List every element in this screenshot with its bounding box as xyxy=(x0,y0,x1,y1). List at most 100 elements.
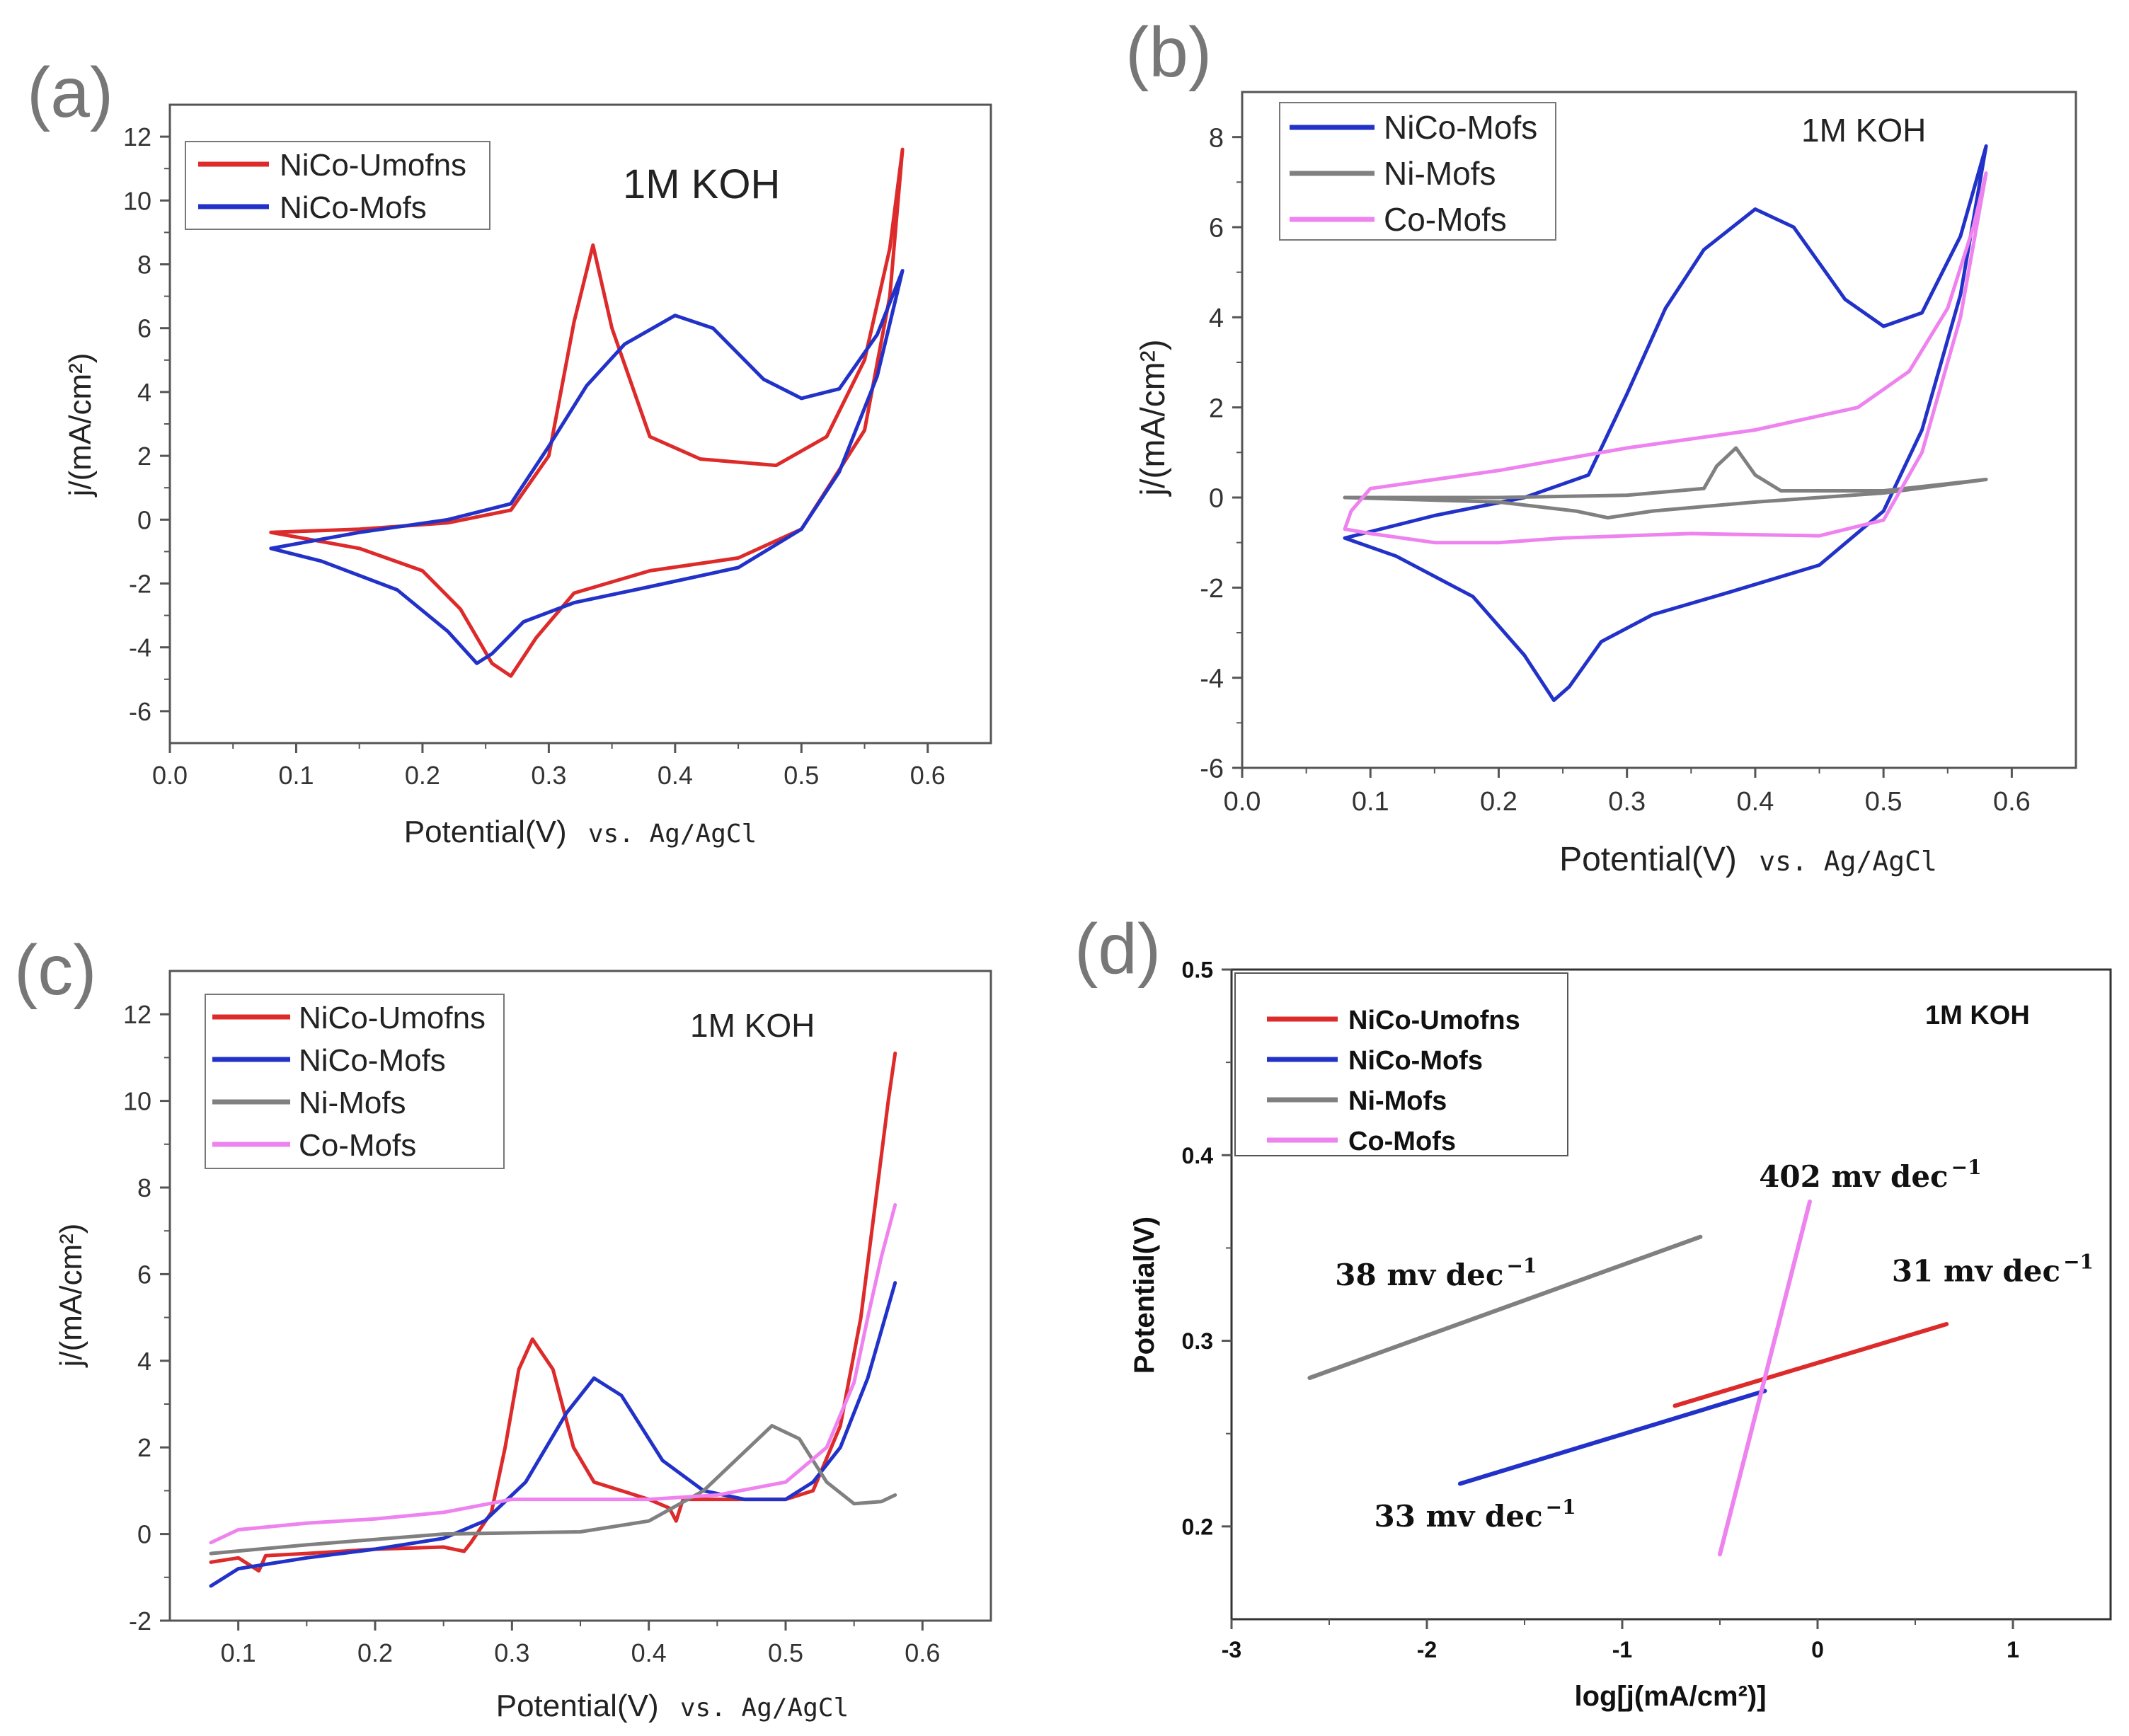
xtick-label-a-1: 0.1 xyxy=(278,761,314,790)
xlabel-c-ref: vs. Ag/AgCl xyxy=(680,1694,849,1723)
series-line-c-co-mofs xyxy=(209,1203,897,1545)
legend-label-d-1: NiCo-Mofs xyxy=(1348,1046,1483,1076)
series-line-b-ni-mofs xyxy=(1343,446,1988,520)
panel-c: (c) 0.1 0.2 0.3 0.4 0.5 0.6 -2 0 2 4 6 8 10 12 1M KOH… xyxy=(14,931,992,1723)
xtick-label-a-5: 0.5 xyxy=(784,761,819,790)
panel-label-b: (b) xyxy=(1125,13,1212,92)
ytick-label-a-2: -2 xyxy=(129,569,151,598)
legend-d xyxy=(1234,972,1568,1156)
plot-frame-b xyxy=(1241,91,2077,769)
legend-label-d-0: NiCo-Umofns xyxy=(1348,1006,1520,1035)
series-d xyxy=(1307,1199,1949,1557)
ytick-label-b-0: -6 xyxy=(1200,754,1224,784)
panel-a: (a) 0.0 0.1 0.2 0.3 0.4 0.5 0.6 -6 -4 -2 0 2 4 6 8 10 12… xyxy=(27,53,992,849)
ytick-label-c-3: 4 xyxy=(137,1347,151,1376)
series-line-d-ni-mofs xyxy=(1307,1234,1703,1380)
ytick-label-b-3: 0 xyxy=(1209,484,1224,514)
ticks-a: 0.0 0.1 0.2 0.3 0.4 0.5 0.6 -6 -4 -2 0 2 4 6 8 10 12 xyxy=(123,122,946,790)
series-line-d-nico-umofns xyxy=(1672,1322,1949,1408)
ytick-label-c-6: 10 xyxy=(123,1087,151,1116)
ylabel-d: Potential(V) xyxy=(1129,1217,1160,1374)
legend-label-d-3: Co-Mofs xyxy=(1348,1127,1456,1156)
legend-label-b-0: NiCo-Mofs xyxy=(1384,109,1537,146)
xlabel-b-main: Potential(V) xyxy=(1559,841,1737,878)
series-line-d-co-mofs xyxy=(1718,1199,1812,1557)
series-line-d-nico-mofs xyxy=(1457,1389,1767,1486)
xtick-label-c-4: 0.5 xyxy=(768,1638,803,1667)
legend-label-b-1: Ni-Mofs xyxy=(1384,155,1496,192)
panel-label-d: (d) xyxy=(1074,909,1161,989)
series-line-c-nico-mofs xyxy=(209,1281,897,1588)
legend-label-c-2: Ni-Mofs xyxy=(299,1086,406,1120)
legend-label-a-0: NiCo-Umofns xyxy=(280,148,466,183)
plot-frame-d xyxy=(1230,968,2112,1621)
xlabel-b: Potential(V) vs. Ag/AgCl xyxy=(1559,841,1937,878)
slope-label-1: 402 mv dec −1 xyxy=(1759,1156,1981,1194)
xtick-label-b-4: 0.4 xyxy=(1737,787,1774,817)
legend-label-a-1: NiCo-Mofs xyxy=(280,190,427,225)
xtick-label-b-2: 0.2 xyxy=(1480,787,1517,817)
series-line-b-nico-mofs xyxy=(1343,144,1988,702)
xlabel-c: Potential(V) vs. Ag/AgCl xyxy=(496,1689,849,1723)
xtick-label-d-3: 0 xyxy=(1811,1637,1824,1662)
ytick-label-a-0: -6 xyxy=(129,697,151,726)
series-a xyxy=(269,147,905,678)
xtick-label-c-1: 0.2 xyxy=(357,1638,393,1667)
xlabel-b-ref: vs. Ag/AgCl xyxy=(1759,846,1937,877)
xtick-label-a-3: 0.3 xyxy=(531,761,566,790)
xtick-label-c-2: 0.3 xyxy=(494,1638,529,1667)
ytick-label-a-6: 6 xyxy=(137,314,151,343)
ytick-label-b-4: 2 xyxy=(1209,393,1224,423)
slope-label-sup-1: −1 xyxy=(1951,1156,1982,1179)
ytick-label-b-2: -2 xyxy=(1200,574,1224,604)
ytick-label-c-2: 2 xyxy=(137,1433,151,1462)
xlabel-a-ref: vs. Ag/AgCl xyxy=(588,820,757,849)
xlabel-a-main: Potential(V) xyxy=(404,815,567,849)
xtick-label-c-0: 0.1 xyxy=(221,1638,256,1667)
ytick-label-c-7: 12 xyxy=(123,1000,151,1029)
series-line-c-ni-mofs xyxy=(209,1424,897,1556)
annotation-a: 1M KOH xyxy=(623,161,780,207)
legend-label-c-0: NiCo-Umofns xyxy=(299,1001,486,1035)
legend-c xyxy=(205,994,505,1169)
ticks-b: 0.0 0.1 0.2 0.3 0.4 0.5 0.6 -6 -4 -2 0 2 4 6 8 xyxy=(1200,123,2031,817)
legend-label-c-1: NiCo-Mofs xyxy=(299,1043,446,1078)
annotation-c: 1M KOH xyxy=(690,1007,815,1044)
xtick-label-d-1: -2 xyxy=(1417,1637,1437,1662)
slope-label-3: 33 mv dec −1 xyxy=(1374,1495,1576,1534)
slope-label-text-3: 33 mv dec xyxy=(1374,1499,1542,1534)
xtick-label-b-6: 0.6 xyxy=(1993,787,2031,817)
ytick-label-d-1: 0.3 xyxy=(1182,1328,1213,1354)
series-line-a-nico-umofns xyxy=(269,147,905,678)
ylabel-a: j/(mA/cm²) xyxy=(63,353,98,498)
annotation-d: 1M KOH xyxy=(1925,1001,2030,1030)
xlabel-c-main: Potential(V) xyxy=(496,1689,659,1723)
ytick-label-c-1: 0 xyxy=(137,1520,151,1549)
ytick-label-a-3: 0 xyxy=(137,505,151,534)
slope-label-sup-0: −1 xyxy=(1506,1254,1537,1277)
xtick-label-b-5: 0.5 xyxy=(1865,787,1903,817)
ytick-label-a-4: 2 xyxy=(137,442,151,471)
legend-a xyxy=(185,141,490,230)
slope-label-sup-3: −1 xyxy=(1546,1495,1576,1519)
series-line-b-co-mofs xyxy=(1343,171,1988,545)
slope-label-sup-2: −1 xyxy=(2063,1251,2094,1274)
ytick-label-d-2: 0.4 xyxy=(1182,1143,1214,1168)
xtick-label-d-2: -1 xyxy=(1612,1637,1632,1662)
ytick-label-c-5: 8 xyxy=(137,1173,151,1202)
xtick-label-b-1: 0.1 xyxy=(1352,787,1389,817)
xtick-label-b-0: 0.0 xyxy=(1224,787,1261,817)
ytick-label-b-6: 6 xyxy=(1209,214,1224,243)
xlabel-a: Potential(V) vs. Ag/AgCl xyxy=(404,815,757,849)
slope-label-text-1: 402 mv dec xyxy=(1759,1159,1948,1194)
series-line-a-nico-mofs xyxy=(269,269,905,665)
xtick-label-a-6: 0.6 xyxy=(910,761,946,790)
slope-label-2: 31 mv dec −1 xyxy=(1892,1251,2094,1289)
ticks-c: 0.1 0.2 0.3 0.4 0.5 0.6 -2 0 2 4 6 8 10 12 xyxy=(123,1000,940,1667)
legend-label-c-3: Co-Mofs xyxy=(299,1128,416,1163)
ytick-label-a-8: 10 xyxy=(123,186,151,215)
panel-label-a: (a) xyxy=(27,53,113,132)
